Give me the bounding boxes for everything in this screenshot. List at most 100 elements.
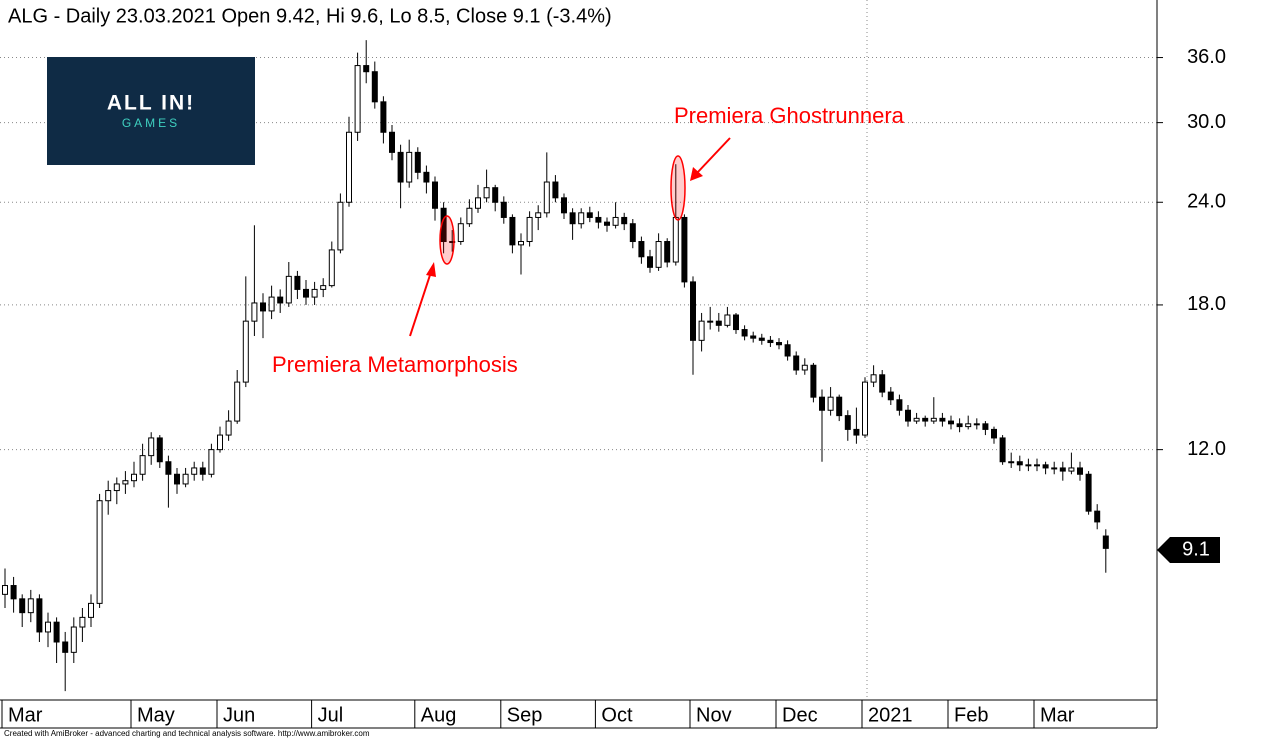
candle-body (535, 212, 542, 218)
candle-body (294, 275, 301, 290)
candle-body (999, 437, 1006, 463)
x-tick-label: Aug (421, 704, 457, 726)
candle-body (19, 598, 26, 614)
annotation-text: Premiera Metamorphosis (272, 352, 518, 377)
candle-body (905, 409, 911, 422)
candle-body (1077, 467, 1083, 475)
highlight-ellipse (670, 155, 686, 221)
candle-body (320, 285, 327, 290)
candle-body (638, 241, 645, 258)
candle-body (741, 329, 748, 337)
candle-body (122, 480, 129, 485)
chart-title: ALG - Daily 23.03.2021 Open 9.42, Hi 9.6… (8, 5, 612, 27)
candle-body (655, 241, 662, 268)
y-tick-label: 24.0 (1187, 191, 1226, 213)
candle-body (690, 281, 696, 341)
x-tick-label: Jul (318, 704, 344, 726)
candle-body (397, 151, 404, 183)
candle-body (1068, 467, 1075, 472)
annotations: Premiera Metamorphosis Premiera Ghostrun… (272, 103, 905, 377)
candle-body (389, 131, 395, 153)
candle-body (672, 216, 679, 263)
candle-body (457, 223, 464, 243)
candle-body (432, 181, 438, 209)
candle-body (965, 423, 972, 428)
candle-body (36, 598, 43, 633)
candle-body (1051, 467, 1058, 470)
candle-body (337, 201, 344, 251)
candle-body (612, 216, 619, 226)
candle-body (199, 467, 206, 475)
candle-body (629, 223, 636, 243)
candle-body (500, 201, 507, 218)
candle-body (930, 417, 937, 422)
candle-body (758, 337, 765, 341)
candle-body (1059, 467, 1066, 472)
candle-body (973, 423, 980, 426)
candle-body (561, 197, 567, 214)
candle-body (492, 187, 499, 203)
candle-body (191, 467, 198, 475)
candle-body (380, 101, 387, 133)
x-tick-label: Nov (696, 704, 732, 726)
candle-body (647, 256, 653, 268)
arrow-head (690, 167, 703, 181)
candle-body (543, 181, 550, 214)
candle-body (311, 288, 318, 298)
candle-body (604, 221, 610, 226)
candle-body (724, 314, 731, 326)
y-tick-label: 12.0 (1187, 438, 1226, 460)
candle-body (414, 151, 421, 173)
candle-body (148, 437, 155, 457)
candle-body (406, 151, 413, 183)
candle-body (225, 420, 232, 436)
candle-body (96, 500, 103, 604)
candle-body (569, 212, 576, 225)
candle-body (862, 381, 868, 436)
candle-body (483, 187, 490, 199)
candle-body (285, 275, 292, 304)
x-tick-label: May (137, 704, 175, 726)
candles (2, 40, 1109, 692)
x-tick-label: Dec (782, 704, 818, 726)
candle-body (466, 207, 473, 225)
candle-body (354, 65, 361, 133)
candle-body (1085, 473, 1092, 512)
candle-body (844, 415, 851, 430)
x-tick-label: 2021 (868, 704, 913, 726)
candle-body (1025, 464, 1032, 467)
candle-body (1034, 464, 1040, 467)
candle-body (242, 320, 249, 383)
candle-body (251, 302, 258, 322)
candle-body (621, 216, 628, 225)
candle-body (518, 241, 524, 246)
candle-body (165, 461, 172, 475)
candle-body (53, 621, 60, 643)
candle-body (552, 181, 559, 199)
candle-body (793, 355, 800, 371)
candle-body (1094, 510, 1101, 523)
candle-body (182, 473, 189, 485)
candle-body (303, 288, 309, 298)
candle-body (776, 342, 782, 346)
y-axis: 12.0 18.0 24.0 30.0 36.0 (1157, 46, 1226, 460)
candle-body (526, 216, 533, 243)
candle-body (681, 216, 688, 283)
candle-body (217, 434, 223, 451)
candle-body (827, 396, 834, 411)
candle-body (1016, 461, 1023, 466)
candle-body (948, 420, 954, 425)
candle-body (131, 473, 137, 482)
y-tick-label: 30.0 (1187, 111, 1226, 133)
candle-body (268, 296, 275, 312)
candle-body (810, 364, 817, 398)
candle-body (45, 621, 51, 633)
candle-body (879, 374, 886, 393)
candle-body (913, 417, 920, 422)
candle-body (174, 473, 180, 485)
last-price-box (1157, 537, 1220, 563)
y-tick-label: 18.0 (1187, 293, 1226, 315)
candle-body (1042, 464, 1049, 469)
x-tick-label: Sep (507, 704, 543, 726)
